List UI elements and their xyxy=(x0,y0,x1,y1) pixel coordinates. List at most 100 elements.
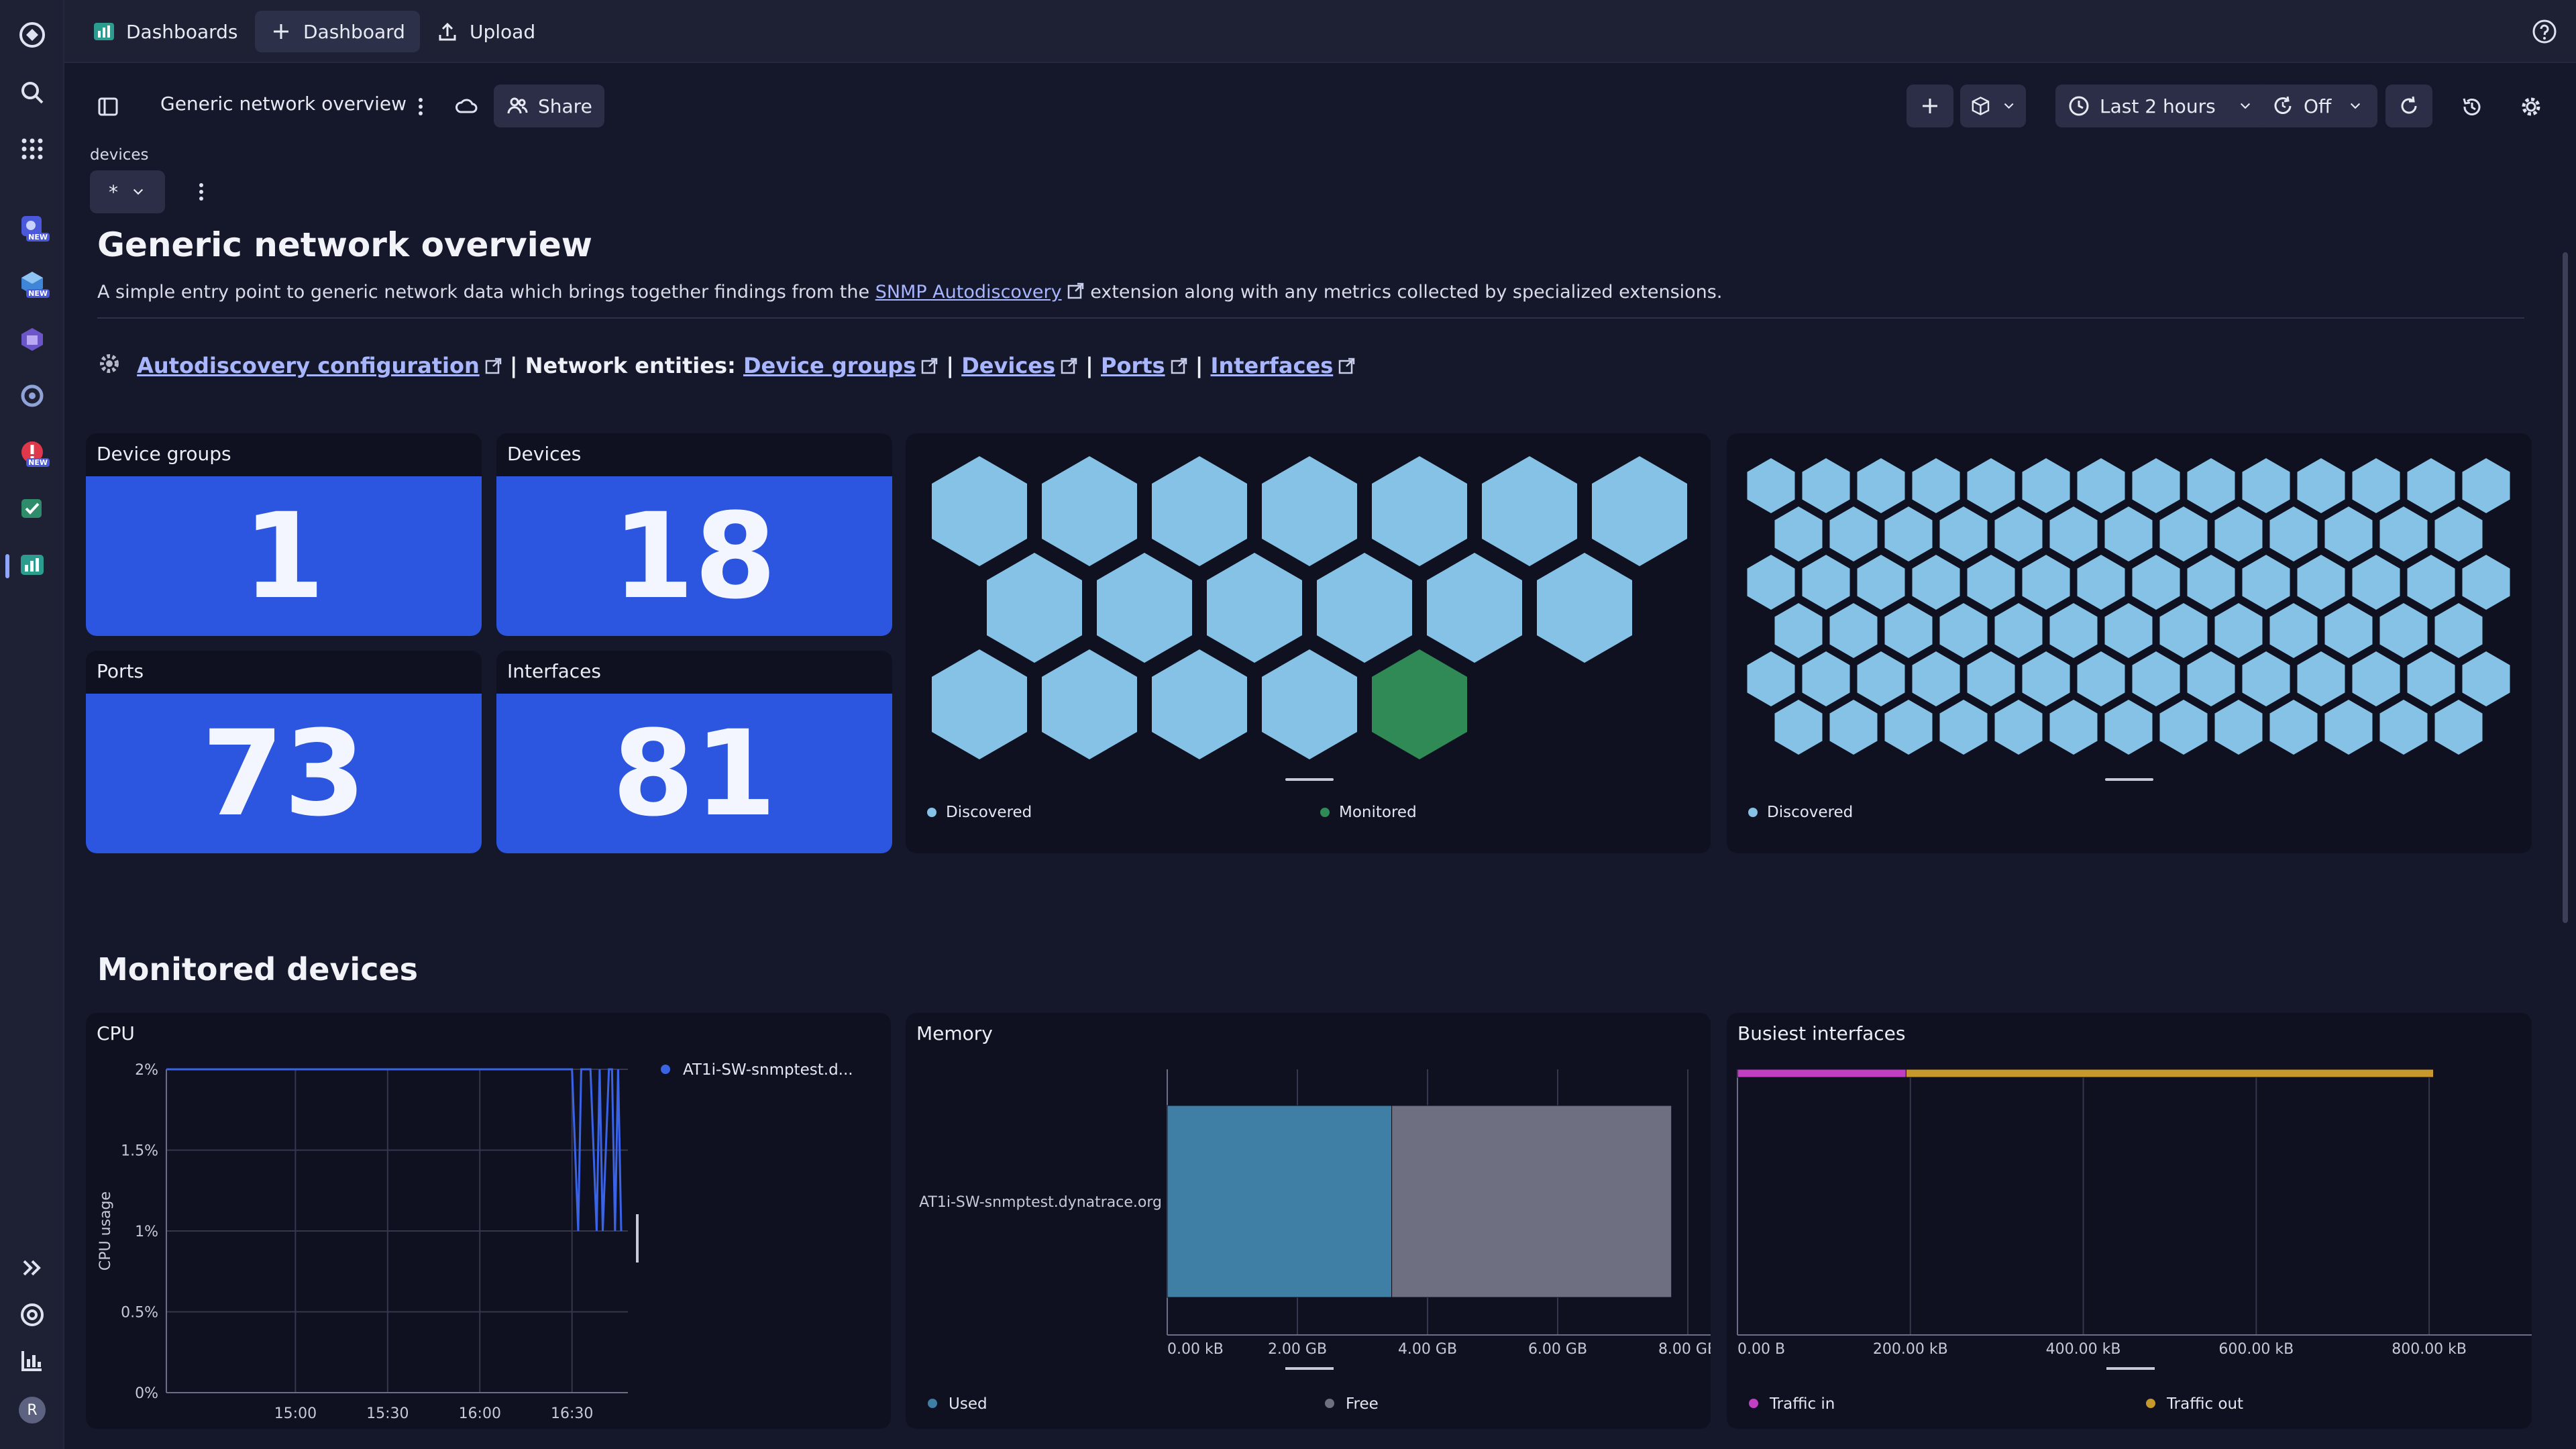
discovered-interface-hex[interactable] xyxy=(1994,506,2043,561)
discovered-interface-hex[interactable] xyxy=(2352,651,2400,706)
discovered-device-hex[interactable] xyxy=(1152,649,1247,759)
discovered-interface-hex[interactable] xyxy=(2104,700,2153,755)
usage-chart-icon[interactable] xyxy=(13,1342,51,1379)
discovered-interface-hex[interactable] xyxy=(2187,458,2235,513)
tab-dashboards[interactable]: Dashboards xyxy=(78,11,253,52)
discovered-interface-hex[interactable] xyxy=(2187,651,2235,706)
discovered-interface-hex[interactable] xyxy=(1857,651,1905,706)
honeycomb-interfaces-tile[interactable]: Discovered xyxy=(1727,433,2532,853)
discovered-interface-hex[interactable] xyxy=(2434,506,2483,561)
legend-label[interactable]: Used xyxy=(949,1395,987,1413)
discovered-device-hex[interactable] xyxy=(1097,553,1192,663)
discovered-interface-hex[interactable] xyxy=(1884,700,1933,755)
discovered-interface-hex[interactable] xyxy=(2049,506,2098,561)
settings-app-icon[interactable] xyxy=(13,377,51,415)
discovered-interface-hex[interactable] xyxy=(2132,555,2180,610)
ports-link[interactable]: Ports xyxy=(1101,353,1165,378)
discovered-interface-hex[interactable] xyxy=(2104,603,2153,658)
discovered-interface-hex[interactable] xyxy=(1994,603,2043,658)
discovered-interface-hex[interactable] xyxy=(1774,603,1823,658)
discovered-interface-hex[interactable] xyxy=(1774,700,1823,755)
discovered-interface-hex[interactable] xyxy=(2434,700,2483,755)
discovered-interface-hex[interactable] xyxy=(1774,506,1823,561)
autodiscovery-configuration-link[interactable]: Autodiscovery configuration xyxy=(137,353,480,378)
discovered-interface-hex[interactable] xyxy=(2022,458,2070,513)
auto-refresh-selector[interactable]: Off xyxy=(2259,85,2377,127)
legend-item[interactable]: Discovered xyxy=(927,804,1032,821)
discovered-interface-hex[interactable] xyxy=(1967,458,2015,513)
discovered-interface-hex[interactable] xyxy=(2214,506,2263,561)
discovered-device-hex[interactable] xyxy=(1262,456,1357,566)
legend-item[interactable]: Discovered xyxy=(1748,804,1853,821)
segments-button[interactable] xyxy=(1960,85,2026,127)
discovered-interface-hex[interactable] xyxy=(2214,700,2263,755)
cpu-tile[interactable]: CPU 2% 1.5% 1% 0.5% 0% 15:00 15:30 16:00 16:30 CP… xyxy=(86,1013,891,1429)
kubernetes-app-icon[interactable] xyxy=(13,321,51,358)
discovered-interface-hex[interactable] xyxy=(2379,700,2428,755)
discovered-interface-hex[interactable] xyxy=(1994,700,2043,755)
share-button[interactable]: Share xyxy=(494,85,604,127)
discovered-interface-hex[interactable] xyxy=(2077,555,2125,610)
bar-segment-used[interactable] xyxy=(1167,1105,1393,1298)
discovered-interface-hex[interactable] xyxy=(2077,651,2125,706)
discovered-device-hex[interactable] xyxy=(1317,553,1412,663)
discovered-interface-hex[interactable] xyxy=(2434,603,2483,658)
kpi-tile-interfaces[interactable]: Interfaces 81 xyxy=(496,651,892,853)
expand-rail-icon[interactable] xyxy=(13,1249,51,1287)
honeycomb-devices-tile[interactable]: Discovered Monitored xyxy=(906,433,1711,853)
discovered-interface-hex[interactable] xyxy=(2379,603,2428,658)
discovered-device-hex[interactable] xyxy=(1042,456,1137,566)
tab-new-dashboard[interactable]: Dashboard xyxy=(255,11,420,52)
memory-tile[interactable]: Memory 0.00 kB 2.00 GB 4.00 GB 6.00 GB 8.00 … xyxy=(906,1013,1711,1429)
discovered-interface-hex[interactable] xyxy=(2324,506,2373,561)
discovered-interface-hex[interactable] xyxy=(1939,700,1988,755)
discovered-interface-hex[interactable] xyxy=(1857,555,1905,610)
discovered-device-hex[interactable] xyxy=(1537,553,1632,663)
discovered-interface-hex[interactable] xyxy=(2407,555,2455,610)
discovered-interface-hex[interactable] xyxy=(1912,458,1960,513)
discovered-interface-hex[interactable] xyxy=(2214,603,2263,658)
discovered-interface-hex[interactable] xyxy=(2324,700,2373,755)
support-icon[interactable] xyxy=(13,1296,51,1334)
discovered-interface-hex[interactable] xyxy=(2242,651,2290,706)
discovered-device-hex[interactable] xyxy=(1592,456,1687,566)
discovered-interface-hex[interactable] xyxy=(2159,506,2208,561)
avatar[interactable]: R xyxy=(19,1397,46,1424)
discovered-interface-hex[interactable] xyxy=(2352,458,2400,513)
discovered-interface-hex[interactable] xyxy=(1802,651,1850,706)
legend-item[interactable]: Monitored xyxy=(1320,804,1417,821)
kpi-tile-devices[interactable]: Devices 18 xyxy=(496,433,892,636)
snmp-autodiscovery-link[interactable]: SNMP Autodiscovery xyxy=(875,282,1062,303)
discovered-interface-hex[interactable] xyxy=(1829,506,1878,561)
apps-grid-icon[interactable] xyxy=(13,130,51,168)
discovered-device-hex[interactable] xyxy=(1207,553,1302,663)
discovered-interface-hex[interactable] xyxy=(2269,506,2318,561)
discovered-interface-hex[interactable] xyxy=(2049,700,2098,755)
discovered-interface-hex[interactable] xyxy=(2022,555,2070,610)
help-icon[interactable] xyxy=(2530,17,2559,46)
discovered-interface-hex[interactable] xyxy=(1884,506,1933,561)
discovered-interface-hex[interactable] xyxy=(2022,651,2070,706)
discovered-interface-hex[interactable] xyxy=(1912,555,1960,610)
devices-variable-select[interactable]: * xyxy=(90,170,165,213)
discovered-interface-hex[interactable] xyxy=(2462,651,2510,706)
legend-label[interactable]: Traffic in xyxy=(1769,1395,1835,1413)
sidebar-toggle-icon[interactable] xyxy=(87,86,129,127)
discovered-interface-hex[interactable] xyxy=(2297,555,2345,610)
dashboards-app-icon[interactable] xyxy=(13,546,51,584)
dynatrace-logo-icon[interactable] xyxy=(13,16,51,54)
discovered-device-hex[interactable] xyxy=(932,649,1027,759)
interfaces-link[interactable]: Interfaces xyxy=(1210,353,1334,378)
discovered-interface-hex[interactable] xyxy=(1967,651,2015,706)
discovered-device-hex[interactable] xyxy=(1482,456,1577,566)
discovered-interface-hex[interactable] xyxy=(2297,458,2345,513)
discovered-interface-hex[interactable] xyxy=(2159,700,2208,755)
refresh-button[interactable] xyxy=(2385,85,2432,127)
bar-segment-traffic-in[interactable] xyxy=(1737,1069,1907,1078)
dashboard-name[interactable]: Generic network overview xyxy=(160,93,407,115)
legend-label[interactable]: AT1i-SW-snmptest.d... xyxy=(683,1061,853,1079)
tab-upload[interactable]: Upload xyxy=(421,11,550,52)
cpu-series-line[interactable] xyxy=(166,1068,623,1232)
search-icon[interactable] xyxy=(13,74,51,111)
discovered-interface-hex[interactable] xyxy=(2104,506,2153,561)
